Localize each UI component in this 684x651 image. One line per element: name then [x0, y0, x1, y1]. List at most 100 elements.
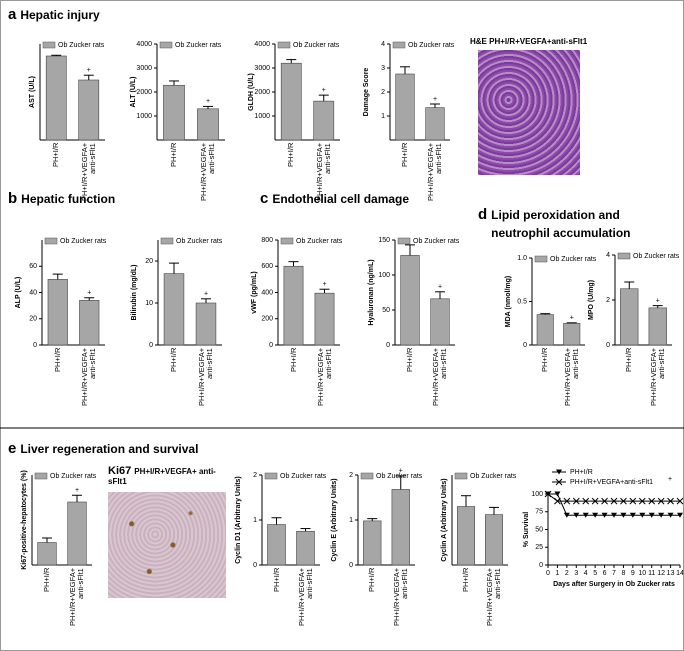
legend-swatch [277, 41, 291, 49]
bar [197, 108, 219, 141]
y-tick-label: 4000 [254, 41, 270, 48]
x-tick-label: PH+I/R [400, 143, 409, 168]
y-tick-label: 40 [29, 289, 37, 296]
point-marker [563, 497, 571, 505]
bar [400, 255, 420, 346]
x-tick-label: 5 [593, 570, 597, 577]
legend-label: Ob Zucker rats [293, 42, 340, 49]
x-tick-label: PH+I/R+VEGFA+ anti-sFlt1 [68, 568, 85, 627]
x-tick-label: PH+I/R [540, 348, 550, 373]
legend-marker [555, 478, 563, 486]
y-tick-label: 100 [378, 272, 390, 279]
point-marker [563, 512, 570, 518]
y-axis-label: vWF (pg/mL) [251, 271, 258, 313]
point-marker [572, 497, 580, 505]
legend-label: Ob Zucker rats [296, 238, 343, 245]
panel-title: Hepatic function [21, 192, 116, 206]
point-marker [620, 512, 627, 518]
x-tick-label: PH+I/R [169, 348, 178, 373]
y-tick-label: 3000 [136, 65, 152, 72]
y-tick-label: 1000 [254, 113, 270, 120]
panel-title: Endothelial cell damage [272, 192, 410, 206]
significance-marker: + [87, 290, 91, 297]
y-axis-label: ALT (U/L) [130, 77, 137, 108]
x-tick-label: PH+I/R+VEGFA+ anti-sFlt1 [391, 568, 409, 627]
point-marker [648, 512, 655, 518]
legend-label: Ob Zucker rats [175, 42, 222, 49]
legend-swatch [454, 472, 468, 480]
y-tick-label: 2 [253, 472, 257, 479]
bar [425, 107, 445, 141]
bar [620, 288, 639, 346]
y-tick-label: 1 [253, 517, 257, 524]
ki67-histology-image [108, 492, 226, 598]
image-label: Ki67 [108, 465, 132, 477]
y-axis-label: MPO (U/mg) [588, 280, 595, 320]
x-tick-label: 9 [631, 570, 635, 577]
point-marker [554, 491, 561, 497]
x-tick-label: 2 [565, 570, 569, 577]
x-tick-label: 7 [612, 570, 616, 577]
legend-swatch [392, 41, 406, 49]
legend-label: Ob Zucker rats [408, 42, 455, 49]
point-marker [667, 512, 674, 518]
bar [457, 506, 475, 566]
y-axis-label: Cyclin A (Arbitrary Units) [441, 478, 448, 561]
y-tick-label: 100 [531, 491, 543, 498]
legend-label: Ob Zucker rats [550, 256, 597, 263]
point-marker [592, 512, 599, 518]
y-tick-label: 600 [261, 263, 273, 270]
x-tick-label: PH+I/R+VEGFA+ anti-sFlt1 [648, 348, 666, 407]
panel-letter: a [8, 6, 17, 23]
x-tick-label: 13 [667, 570, 675, 577]
significance-marker: + [204, 291, 208, 298]
significance-marker: + [322, 281, 326, 288]
y-tick-label: 0 [386, 342, 390, 349]
bar [313, 100, 335, 141]
legend-swatch [159, 41, 173, 49]
legend-label: Ob Zucker rats [50, 473, 97, 480]
significance-marker: + [433, 96, 437, 103]
point-marker [648, 497, 656, 505]
point-marker [639, 512, 646, 518]
x-tick-label: 1 [555, 570, 559, 577]
image-caption: H&E PH+I/R+VEGFA+anti-sFlt1 [470, 37, 588, 46]
bar [363, 520, 382, 566]
y-tick-label: 20 [29, 316, 37, 323]
x-tick-label: PH+I/R [405, 348, 414, 373]
y-tick-label: 0.5 [517, 298, 527, 305]
legend-label: Ob Zucker rats [176, 238, 223, 245]
significance-marker: + [75, 487, 79, 494]
y-axis-label: GLDH (U/L) [248, 73, 255, 111]
panel-heading: e Liver regeneration and survival [8, 440, 198, 457]
bar [195, 302, 217, 346]
significance-marker: + [656, 297, 660, 304]
x-tick-label: PH+I/R+VEGFA+ anti-sFlt1 [431, 348, 448, 407]
bar [37, 542, 57, 566]
bar [296, 530, 315, 566]
point-marker [601, 497, 608, 505]
x-tick-label: PH+I/R [42, 568, 51, 593]
legend-swatch [534, 255, 548, 263]
x-tick-label: 14 [676, 570, 684, 577]
y-axis-label: ALP (U/L) [15, 277, 22, 309]
legend-label: Ob Zucker rats [470, 473, 517, 480]
significance-marker: + [399, 468, 403, 475]
x-tick-label: 10 [638, 570, 646, 577]
x-tick-label: PH+I/R+VEGFA+ anti-sFlt1 [562, 348, 580, 407]
legend-swatch [34, 472, 48, 480]
panel-heading: a Hepatic injury [8, 6, 100, 23]
bar [267, 524, 286, 566]
y-tick-label: 0 [33, 342, 37, 349]
point-marker [676, 497, 684, 505]
point-marker [544, 490, 552, 498]
panel-title: Liver regeneration and survival [20, 442, 199, 456]
legend-marker [556, 469, 562, 475]
bar [283, 265, 304, 346]
point-marker [582, 512, 589, 518]
bar [536, 314, 554, 346]
y-tick-label: 4000 [136, 41, 152, 48]
legend-label: PH+I/R [570, 469, 593, 476]
y-tick-label: 2 [349, 472, 353, 479]
